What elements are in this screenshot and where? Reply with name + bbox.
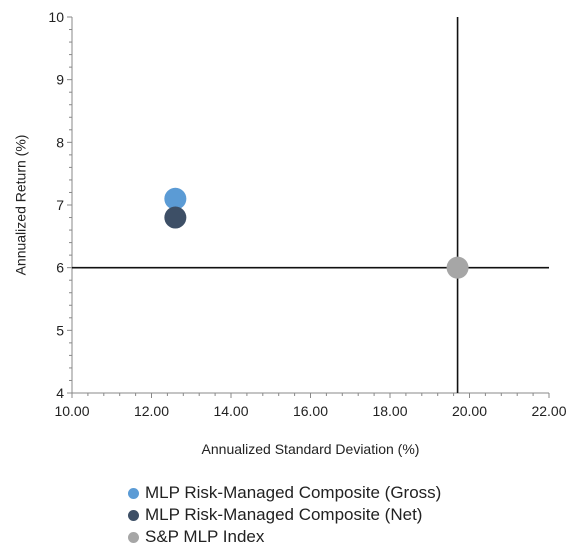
x-tick-label: 22.00 <box>531 403 566 419</box>
legend-item: MLP Risk-Managed Composite (Net) <box>128 504 548 526</box>
legend-label: MLP Risk-Managed Composite (Net) <box>145 505 423 524</box>
x-axis-title: Annualized Standard Deviation (%) <box>202 441 420 457</box>
y-tick-label: 8 <box>56 134 64 150</box>
y-tick-label: 6 <box>56 260 64 276</box>
data-points <box>164 187 469 279</box>
reference-lines <box>72 17 549 393</box>
data-point <box>164 187 187 210</box>
y-tick-label: 5 <box>56 322 64 338</box>
x-tick-label: 18.00 <box>372 403 407 419</box>
y-axis-title: Annualized Return (%) <box>13 135 29 276</box>
legend-marker <box>128 531 139 543</box>
y-tick-label: 4 <box>56 385 64 401</box>
y-tick-label: 9 <box>56 72 64 88</box>
legend-marker <box>128 487 139 499</box>
legend-label: S&P MLP Index <box>145 527 265 546</box>
x-tick-label: 10.00 <box>54 403 89 419</box>
x-axis-ticks: 10.00 12.00 14.00 16.00 18.00 20.00 22.00 <box>54 393 567 419</box>
data-point <box>446 256 469 279</box>
x-tick-label: 20.00 <box>452 403 487 419</box>
x-tick-label: 14.00 <box>213 403 248 419</box>
x-tick-label: 16.00 <box>293 403 328 419</box>
legend-item: MLP Risk-Managed Composite (Gross) <box>128 482 548 504</box>
y-axis-ticks: 4 5 6 7 8 9 10 <box>48 9 72 401</box>
axes <box>71 17 549 394</box>
legend-item: S&P MLP Index <box>128 526 548 548</box>
x-tick-label: 12.00 <box>134 403 169 419</box>
legend: MLP Risk-Managed Composite (Gross) MLP Ri… <box>128 482 548 548</box>
data-point <box>164 206 187 229</box>
scatter-chart: 10.00 12.00 14.00 16.00 18.00 20.00 22.00 4 5 6 7… <box>13 9 567 457</box>
legend-marker <box>128 509 139 521</box>
y-tick-label: 10 <box>48 9 64 25</box>
y-tick-label: 7 <box>56 197 64 213</box>
legend-label: MLP Risk-Managed Composite (Gross) <box>145 483 442 502</box>
